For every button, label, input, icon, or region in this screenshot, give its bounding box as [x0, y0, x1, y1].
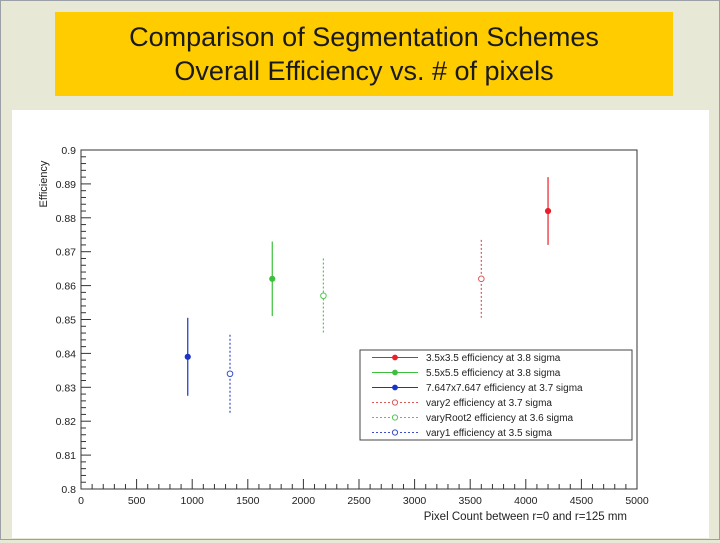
- x-tick-label: 4500: [570, 495, 594, 507]
- y-tick-label: 0.84: [56, 348, 77, 360]
- legend-label: varyRoot2 efficiency at 3.6 sigma: [426, 413, 574, 424]
- legend-marker: [392, 369, 398, 376]
- legend-item: vary2 efficiency at 3.7 sigma: [372, 398, 552, 409]
- y-tick-label: 0.8: [61, 484, 76, 496]
- legend-label: vary2 efficiency at 3.7 sigma: [426, 398, 552, 409]
- x-tick-label: 500: [128, 495, 146, 507]
- data-point: [269, 275, 276, 282]
- data-point: [184, 353, 191, 360]
- x-tick-label: 5000: [625, 495, 649, 507]
- series-5: [320, 258, 327, 334]
- y-tick-label: 0.85: [56, 315, 77, 327]
- legend-marker: [391, 429, 399, 436]
- x-tick-label: 1000: [181, 495, 205, 507]
- y-tick-label: 0.9: [61, 145, 76, 157]
- x-tick-label: 0: [78, 495, 84, 507]
- legend-label: 7.647x7.647 efficiency at 3.7 sigma: [426, 383, 583, 394]
- legend-box: [359, 349, 633, 441]
- y-axis-label: Efficiency: [38, 160, 50, 207]
- y-tick-label: 0.86: [56, 281, 77, 293]
- x-tick-label: 3500: [459, 495, 483, 507]
- series-6: [226, 334, 234, 413]
- data-point: [544, 207, 552, 215]
- data-point: [320, 292, 327, 300]
- x-axis-label: Pixel Count between r=0 and r=125 mm: [424, 511, 627, 523]
- x-tick-label: 1500: [236, 495, 260, 507]
- legend: 3.5x3.5 efficiency at 3.8 sigma 5.5x5.5 e…: [359, 349, 633, 441]
- legend-label: vary1 efficiency at 3.5 sigma: [426, 428, 552, 439]
- y-tick-label: 0.89: [56, 179, 77, 191]
- x-tick-label: 3000: [403, 495, 427, 507]
- legend-item: 3.5x3.5 efficiency at 3.8 sigma: [372, 353, 561, 364]
- series-1: [544, 177, 552, 245]
- y-tick-label: 0.88: [56, 213, 77, 225]
- efficiency-chart: 0.8 0.81 0.82 0.83 0.84 0.85 0.86 0.87 0.88 0.89 0…: [38, 145, 649, 523]
- legend-marker: [391, 414, 399, 421]
- y-tick-label: 0.87: [56, 247, 77, 259]
- series-3: [184, 317, 191, 396]
- legend-label: 5.5x5.5 efficiency at 3.8 sigma: [426, 368, 561, 379]
- x-tick-label: 2500: [347, 495, 371, 507]
- y-tick-label: 0.82: [56, 416, 77, 428]
- legend-marker: [392, 354, 398, 361]
- series-2: [269, 241, 276, 317]
- legend-item: vary1 efficiency at 3.5 sigma: [372, 428, 552, 439]
- title-line-1: Comparison of Segmentation Schemes: [129, 22, 599, 52]
- legend-item: 5.5x5.5 efficiency at 3.8 sigma: [372, 368, 561, 379]
- data-point: [226, 370, 234, 378]
- legend-item: 7.647x7.647 efficiency at 3.7 sigma: [372, 383, 583, 394]
- y-tick-label: 0.83: [56, 382, 77, 394]
- legend-marker: [392, 384, 398, 391]
- title-line-2: Overall Efficiency vs. # of pixels: [174, 56, 554, 86]
- legend-label: 3.5x3.5 efficiency at 3.8 sigma: [426, 353, 561, 364]
- legend-marker: [391, 399, 399, 406]
- title-box: Comparison of Segmentation Schemes Overa…: [55, 12, 673, 96]
- legend-item: varyRoot2 efficiency at 3.6 sigma: [372, 413, 574, 424]
- plot-panel: 0.8 0.81 0.82 0.83 0.84 0.85 0.86 0.87 0.88 0.89 0…: [12, 110, 709, 538]
- x-tick-label: 2000: [292, 495, 316, 507]
- x-tick-label: 4000: [514, 495, 538, 507]
- data-point: [478, 275, 485, 283]
- series-4: [478, 239, 485, 318]
- y-tick-label: 0.81: [56, 450, 77, 462]
